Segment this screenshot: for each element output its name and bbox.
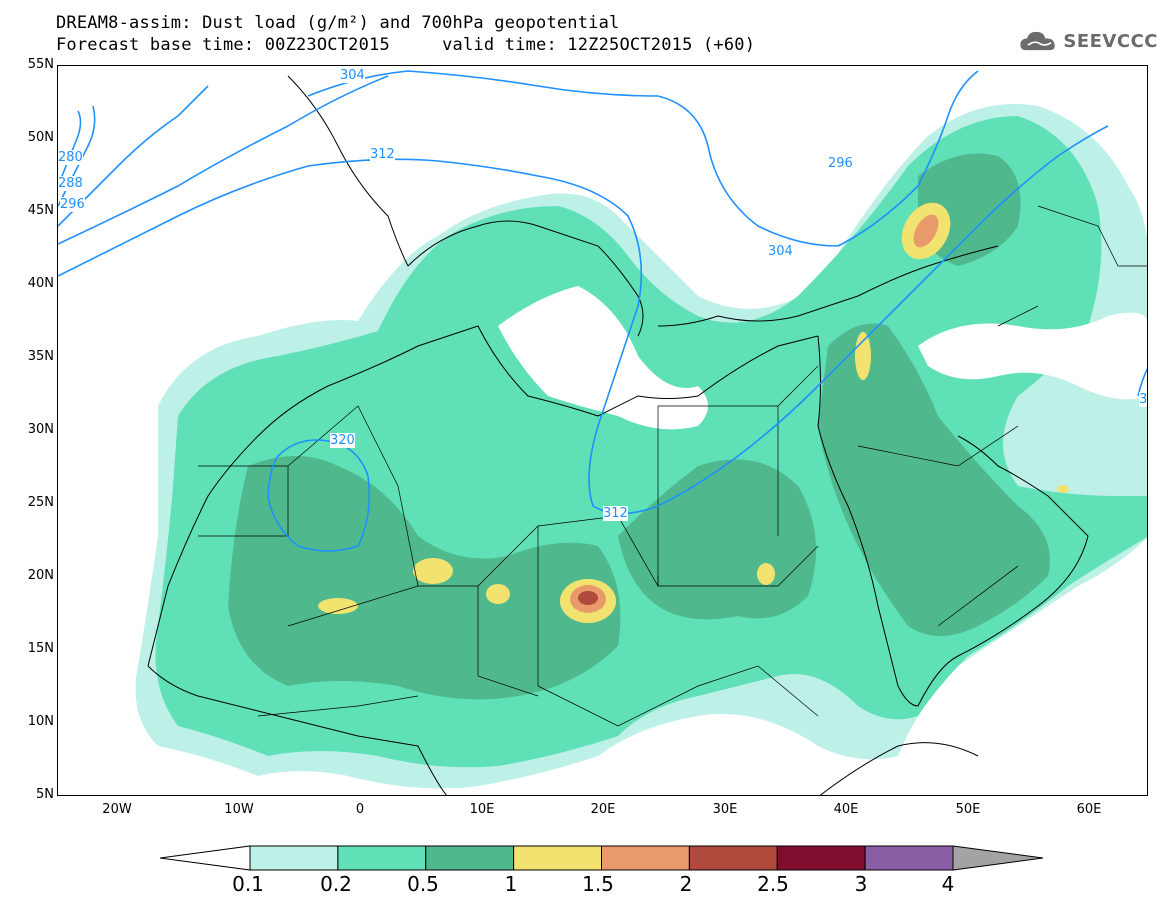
dust-spot-yellow [318,598,358,614]
lon-label: 20W [102,802,132,817]
coastlines [147,75,1089,795]
lon-label: 60E [1076,802,1102,817]
lon-label: 0 [355,802,365,817]
contour-label: 304 [340,68,365,83]
dust-spot-yellow [486,584,510,604]
lat-label: 55N [27,57,54,72]
contour-label: 320 [330,433,355,448]
lat-label: 15N [27,641,54,656]
colorbar-swatch [601,845,690,871]
colorbar-swatch [425,845,515,871]
colorbar [160,845,1044,871]
map-title: DREAM8-assim: Dust load (g/m²) and 700hP… [56,13,620,33]
colorbar-label: 4 [941,872,955,896]
dust-area-dark-arabia [818,323,1050,636]
geopotential-contours [58,70,1147,552]
contour-label: 312 [603,506,628,521]
dust-spot-orange [913,214,939,248]
dust-spot-yellow [757,563,775,585]
clear-area-mediterranean [498,286,708,430]
contour-label: 280 [58,150,83,165]
clear-area-east [918,312,1147,400]
colorbar-swatch [249,845,339,871]
colorbar-label: 2 [679,872,693,896]
lon-label: 30E [712,802,738,817]
contour-label: 304 [768,244,793,259]
lat-label: 45N [27,203,54,218]
colorbar-label: 0.5 [407,872,439,896]
country-borders [198,205,1147,727]
colorbar-swatch [776,845,866,871]
colorbar-label: 3 [854,872,868,896]
lon-label: 20E [590,802,616,817]
map-canvas [58,70,1147,795]
lon-label: 50E [955,802,981,817]
dust-spot-red [578,591,598,605]
colorbar-swatch [337,845,427,871]
colorbar-label: 1 [504,872,518,896]
dust-spot-yellow [413,558,453,584]
colorbar-swatch [688,845,778,871]
lon-label: 40E [833,802,859,817]
colorbar-label: 0.1 [232,872,264,896]
dust-spot-yellow [1057,485,1069,493]
dust-map: 304 312 320 296 304 312 280 288 296 3 [57,65,1148,796]
colorbar-max-arrow [952,845,1044,871]
colorbar-swatch [513,845,602,871]
lon-label: 10W [224,802,254,817]
contour-label: 288 [58,176,83,191]
contour-label: 312 [370,147,395,162]
map-subtitle: Forecast base time: 00Z23OCT2015 valid t… [56,35,756,55]
lat-label: 40N [27,276,54,291]
colorbar-label: 1.5 [582,872,614,896]
cloud-icon [1020,31,1055,51]
lat-label: 50N [27,130,54,145]
seevccc-logo: SEEVCCC [1018,24,1158,58]
lon-label: 10E [469,802,495,817]
contour-label: 296 [828,156,853,171]
colorbar-swatch [864,845,954,871]
colorbar-label: 2.5 [757,872,789,896]
colorbar-min-arrow [160,845,251,871]
lat-label: 35N [27,349,54,364]
lat-label: 20N [27,568,54,583]
logo-text: SEEVCCC [1063,30,1158,52]
lat-label: 10N [27,714,54,729]
dust-spot-yellow [855,332,871,380]
lat-label: 25N [27,495,54,510]
contour-label: 296 [60,197,85,212]
lat-label: 5N [36,787,54,802]
contour-label: 3 [1139,392,1148,407]
lat-label: 30N [27,422,54,437]
colorbar-label: 0.2 [320,872,352,896]
